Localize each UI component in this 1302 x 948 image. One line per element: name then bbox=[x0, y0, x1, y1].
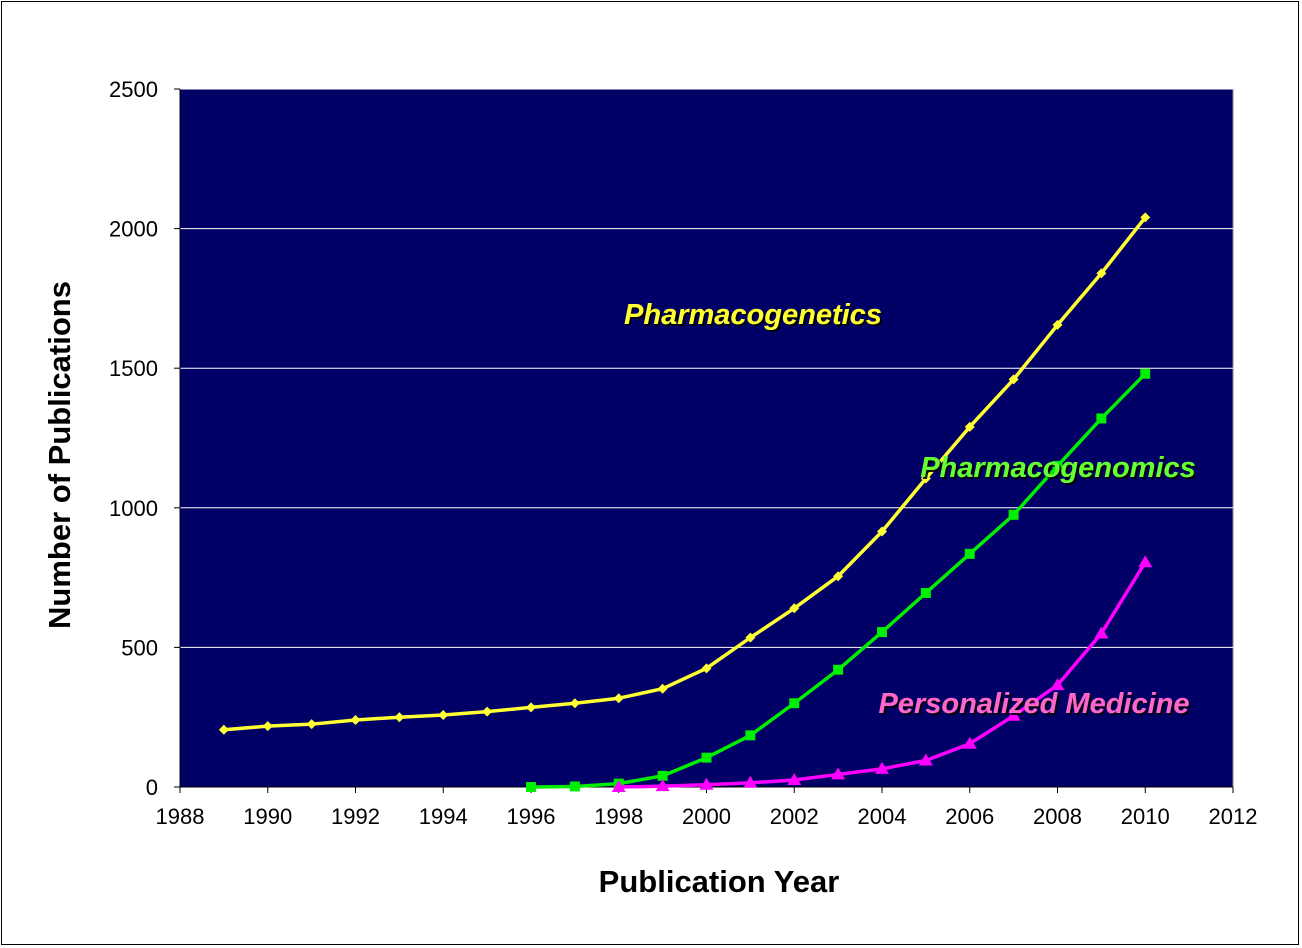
point-personalized-medicine-2001 bbox=[743, 775, 758, 788]
point-personalized-medicine-2002 bbox=[787, 773, 802, 786]
plot-area bbox=[179, 88, 1234, 788]
axes: 0 500 1000 1500 2000 2500 1988 1990 1992 1994 1996… bbox=[109, 77, 1257, 829]
point-pharmacogenomics-2006 bbox=[964, 548, 975, 559]
point-pharmacogenomics-2010 bbox=[1140, 368, 1151, 379]
x-tick-label-1988: 1988 bbox=[156, 804, 205, 829]
y-tick-label-1000: 1000 bbox=[109, 496, 158, 521]
point-personalized-medicine-1999 bbox=[655, 779, 670, 792]
x-tick-label-2000: 2000 bbox=[682, 804, 731, 829]
point-pharmacogenetics-1992 bbox=[350, 714, 361, 725]
x-tick-label-1994: 1994 bbox=[419, 804, 468, 829]
point-personalized-medicine-2009 bbox=[1094, 626, 1109, 639]
point-pharmacogenetics-2006 bbox=[964, 421, 975, 432]
point-pharmacogenetics-1989 bbox=[218, 724, 229, 735]
point-pharmacogenetics-1994 bbox=[438, 709, 449, 720]
y-tick-label-2500: 2500 bbox=[109, 77, 158, 102]
x-tick-label-2004: 2004 bbox=[858, 804, 907, 829]
y-tick-label-1500: 1500 bbox=[109, 356, 158, 381]
point-personalized-medicine-2004 bbox=[875, 761, 889, 774]
point-pharmacogenomics-2001 bbox=[745, 730, 756, 741]
series-personalized-medicine bbox=[611, 555, 1153, 792]
y-tick-label-0: 0 bbox=[146, 775, 158, 800]
point-pharmacogenetics-2005 bbox=[920, 473, 931, 484]
point-pharmacogenetics-1997 bbox=[569, 698, 580, 709]
x-axis-label: Publication Year bbox=[599, 864, 840, 899]
x-tick-label-2010: 2010 bbox=[1121, 804, 1170, 829]
series-labels: Pharmacogenetics Pharmacogenomics Personal… bbox=[624, 299, 1196, 720]
series-label-pharmacogenetics: Pharmacogenetics bbox=[624, 299, 882, 331]
point-personalized-medicine-2010 bbox=[1138, 555, 1153, 568]
point-pharmacogenomics-1999 bbox=[657, 770, 668, 781]
point-pharmacogenetics-1998 bbox=[613, 693, 624, 704]
x-tick-label-2008: 2008 bbox=[1033, 804, 1082, 829]
series-line-pharmacogenetics bbox=[223, 216, 1147, 732]
point-pharmacogenomics-2005 bbox=[920, 587, 931, 598]
series-pharmacogenetics bbox=[218, 212, 1151, 735]
point-personalized-medicine-2006 bbox=[962, 736, 977, 749]
series-group bbox=[218, 212, 1153, 792]
point-personalized-medicine-1998 bbox=[611, 780, 626, 792]
point-pharmacogenetics-1990 bbox=[262, 721, 273, 732]
x-tick-label-1990: 1990 bbox=[243, 804, 292, 829]
y-tick-label-500: 500 bbox=[121, 635, 158, 660]
point-pharmacogenetics-1993 bbox=[394, 712, 405, 723]
point-pharmacogenomics-2003 bbox=[833, 664, 844, 675]
point-pharmacogenetics-2002 bbox=[789, 603, 800, 614]
point-pharmacogenetics-2010 bbox=[1140, 212, 1151, 223]
point-pharmacogenomics-2009 bbox=[1096, 413, 1107, 424]
series-label-personalized-medicine: Personalized Medicine bbox=[878, 688, 1189, 720]
x-tick-label-2006: 2006 bbox=[945, 804, 994, 829]
series-pharmacogenomics bbox=[526, 368, 1151, 792]
point-pharmacogenomics-1996 bbox=[526, 782, 536, 792]
point-personalized-medicine-2003 bbox=[831, 767, 846, 780]
point-personalized-medicine-2007 bbox=[1006, 708, 1021, 721]
y-tick-label-2000: 2000 bbox=[109, 217, 158, 242]
x-tick-label-1996: 1996 bbox=[507, 804, 556, 829]
x-tick-label-1992: 1992 bbox=[331, 804, 380, 829]
gridlines bbox=[180, 88, 1233, 648]
point-pharmacogenetics-2000 bbox=[701, 663, 712, 674]
point-pharmacogenomics-1997 bbox=[569, 781, 580, 792]
point-pharmacogenetics-2001 bbox=[745, 632, 756, 643]
y-axis-label: Number of Publications bbox=[42, 281, 77, 629]
point-pharmacogenetics-2007 bbox=[1008, 374, 1019, 385]
point-pharmacogenetics-1996 bbox=[526, 702, 536, 713]
point-personalized-medicine-2000 bbox=[699, 777, 714, 790]
point-pharmacogenomics-2000 bbox=[701, 752, 712, 763]
series-label-pharmacogenomics: Pharmacogenomics bbox=[920, 452, 1196, 484]
point-pharmacogenetics-1991 bbox=[306, 719, 317, 730]
x-tick-label-2012: 2012 bbox=[1209, 804, 1258, 829]
point-pharmacogenomics-2002 bbox=[789, 698, 800, 709]
x-tick-label-2002: 2002 bbox=[770, 804, 819, 829]
point-pharmacogenomics-2004 bbox=[877, 627, 887, 638]
x-tick-label-1998: 1998 bbox=[594, 804, 643, 829]
point-personalized-medicine-2008 bbox=[1050, 678, 1065, 691]
point-pharmacogenetics-2008 bbox=[1052, 319, 1063, 330]
point-pharmacogenomics-2007 bbox=[1008, 509, 1019, 520]
point-pharmacogenomics-2008 bbox=[1052, 460, 1063, 471]
point-pharmacogenetics-2009 bbox=[1096, 268, 1107, 279]
point-pharmacogenetics-2003 bbox=[833, 571, 844, 582]
point-personalized-medicine-2005 bbox=[918, 753, 933, 766]
point-pharmacogenetics-1995 bbox=[482, 706, 493, 717]
point-pharmacogenetics-1999 bbox=[657, 683, 668, 694]
point-pharmacogenetics-2004 bbox=[877, 526, 887, 537]
